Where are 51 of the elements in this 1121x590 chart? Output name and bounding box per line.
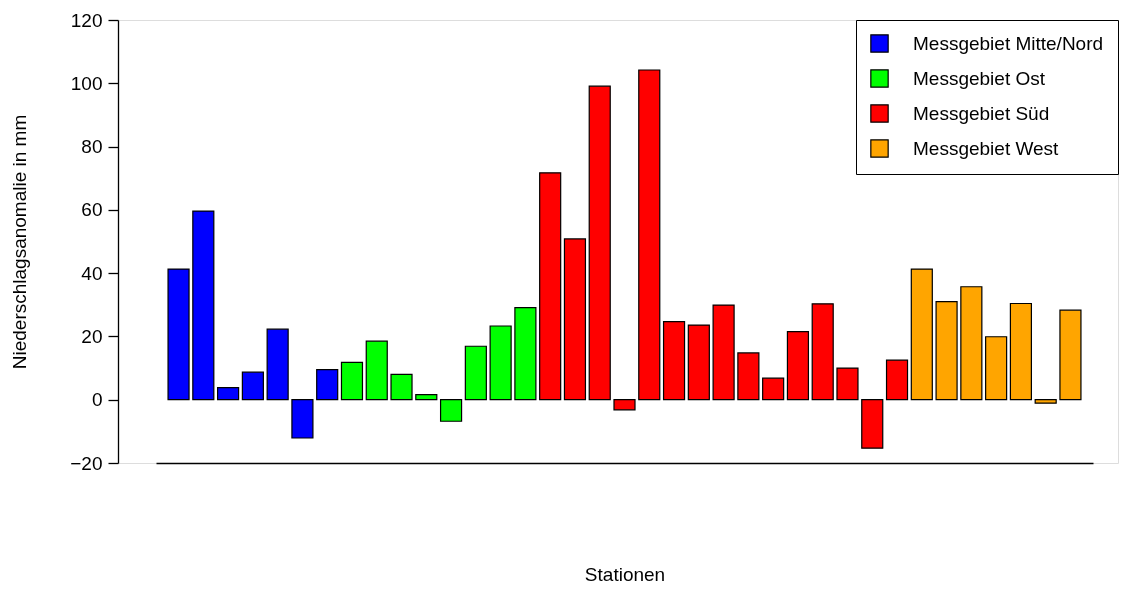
bar — [638, 69, 661, 401]
bar — [662, 320, 686, 401]
bar — [811, 303, 834, 401]
bar — [563, 238, 587, 401]
bar — [935, 301, 958, 401]
bar — [489, 325, 512, 401]
bar — [1059, 309, 1082, 401]
bar — [316, 369, 339, 401]
bar — [464, 345, 487, 401]
bar — [613, 399, 636, 411]
bar — [415, 394, 438, 401]
bar — [291, 399, 314, 439]
bar — [712, 304, 735, 401]
bar — [340, 361, 364, 401]
bar — [861, 399, 884, 449]
bar — [390, 373, 413, 401]
bar — [514, 307, 537, 401]
bar — [439, 399, 463, 422]
bar — [241, 371, 264, 401]
bar — [266, 328, 289, 401]
bar — [910, 268, 933, 401]
y-tick-label: 60 — [81, 199, 103, 221]
legend-label: Messgebiet Ost — [913, 67, 1046, 89]
bar — [885, 359, 909, 401]
legend-label: Messgebiet Mitte/Nord — [913, 32, 1104, 54]
bar — [786, 331, 810, 401]
bar — [737, 352, 760, 401]
y-tick-label: 100 — [70, 72, 103, 94]
y-tick-label: 120 — [70, 9, 103, 31]
bar — [167, 268, 190, 401]
bar — [365, 340, 388, 401]
bar — [985, 336, 1008, 401]
legend-label: Messgebiet Süd — [913, 102, 1050, 124]
x-axis-title: Stationen — [584, 563, 666, 585]
y-tick-label: −20 — [70, 452, 103, 474]
bar — [1009, 302, 1032, 401]
y-tick-label: 0 — [91, 389, 103, 411]
bar — [1034, 399, 1057, 404]
y-axis-title: Niederschlagsanomalie in mm — [9, 114, 31, 370]
legend-label: Messgebiet West — [913, 137, 1060, 159]
bar — [836, 367, 859, 401]
y-tick-label: 40 — [81, 262, 103, 284]
bar — [762, 377, 785, 401]
bar — [687, 324, 710, 401]
y-tick-label: 20 — [81, 325, 103, 347]
bar — [217, 387, 240, 401]
bar — [539, 172, 562, 401]
y-tick-label: 80 — [81, 136, 103, 158]
bar — [960, 286, 983, 401]
bar — [192, 210, 215, 401]
bar — [588, 85, 611, 401]
